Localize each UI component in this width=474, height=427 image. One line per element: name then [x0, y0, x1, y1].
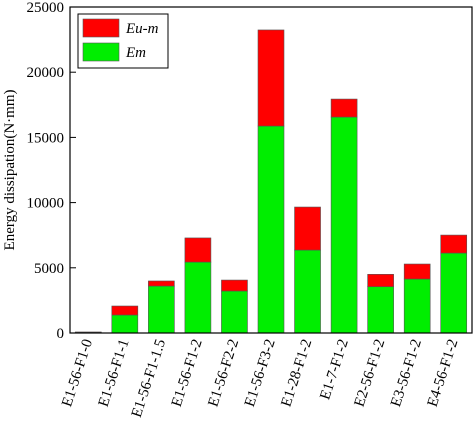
y-tick-label: 10000 [27, 196, 65, 212]
y-tick-label: 25000 [27, 0, 65, 16]
bar-segment [111, 314, 139, 334]
y-tick-label: 0 [57, 326, 65, 342]
bar-segment [330, 98, 358, 118]
x-tick-label: E1-56-F3-2 [242, 337, 279, 409]
bar-segment [148, 285, 175, 334]
x-tick-label: E2-56-F1-2 [352, 337, 389, 409]
bar-segment [221, 279, 248, 292]
bar-segment [184, 261, 212, 334]
legend-swatch [82, 18, 120, 38]
bar-segment [184, 237, 212, 263]
x-tick-label: E1-28-F1-2 [279, 337, 316, 409]
bar-segment [440, 252, 468, 334]
bar-segment [257, 29, 285, 127]
x-tick-label: E1-56-F1-0 [59, 337, 96, 409]
x-tick-label: E4-56-F1-2 [425, 337, 462, 409]
bar-segment [330, 116, 358, 334]
bar-segment [367, 286, 394, 334]
bar-segment [403, 263, 431, 280]
bar-segment [111, 305, 139, 316]
bar-segment [257, 125, 285, 334]
legend-swatch [82, 42, 120, 62]
bar-segment [367, 274, 394, 288]
legend-label: Em [125, 45, 146, 61]
bar-segment [294, 206, 321, 251]
bar-segment [294, 249, 321, 334]
x-tick-label: E1-56-F2-2 [205, 337, 242, 409]
y-tick-label: 20000 [27, 65, 65, 81]
legend: Eu-m Em [77, 13, 169, 69]
y-axis-label: Energy dissipation(N·mm) [2, 90, 18, 251]
bar-segment [440, 234, 468, 254]
plot-frame [69, 6, 473, 334]
x-tick-label: E1-7-F1-2 [317, 337, 352, 401]
x-tick-label: E1-56-F1-1 [96, 337, 133, 409]
bar-segment [403, 278, 431, 334]
legend-label: Eu-m [125, 21, 159, 37]
y-tick-label: 15000 [27, 130, 65, 146]
bar-segment [221, 290, 248, 334]
bar-segment [148, 280, 175, 287]
y-tick-label: 5000 [34, 261, 64, 277]
x-tick-label: E1-56-F1-1.5 [129, 337, 169, 419]
x-tick-label: E1-56-F1-2 [169, 337, 206, 409]
x-tick-label: E3-56-F1-2 [388, 337, 425, 409]
